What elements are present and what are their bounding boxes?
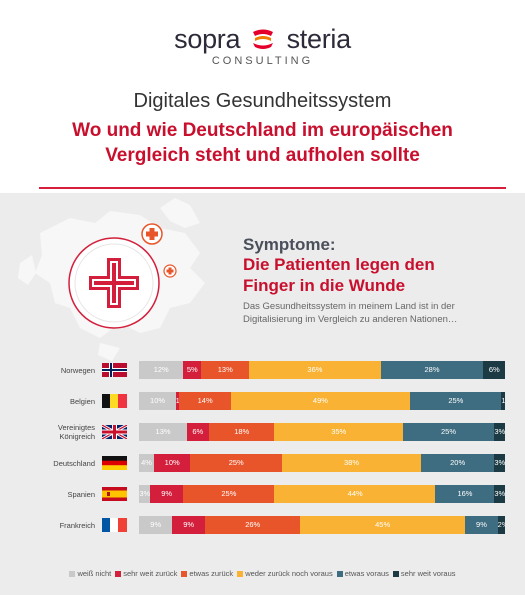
bar-segment: 35% <box>274 423 403 441</box>
legend-swatch <box>181 570 188 577</box>
legend-label: sehr weit zurück <box>123 569 178 578</box>
page-title: Digitales Gesundheitssystem <box>133 90 392 112</box>
infographic-panel: Symptome: Die Patienten legen den Finger… <box>0 193 525 595</box>
legend-item: sehr weit voraus <box>392 569 456 578</box>
logo-word-left: sopra <box>174 23 241 54</box>
bar-segment: 9% <box>139 516 173 534</box>
category-label: Deutschland <box>53 458 95 468</box>
bar-segment: 2% <box>497 516 506 534</box>
category-label: Norwegen <box>60 365 95 375</box>
bar-segment: 25% <box>190 454 283 472</box>
bar-segment: 44% <box>274 485 436 503</box>
bar-segment: 5% <box>182 361 202 379</box>
logo-subtitle: CONSULTING <box>211 54 314 67</box>
bar-segment: 3% <box>494 485 506 503</box>
bar-segment: 10% <box>139 392 177 410</box>
bar-belgien: 10%1%14%49%25%1% <box>139 392 506 410</box>
legend-swatch <box>69 570 76 577</box>
bar-segment: 49% <box>230 392 411 410</box>
bar-segment: 26% <box>204 516 301 534</box>
bar-segment: 20% <box>420 454 495 472</box>
bar-segment: 1% <box>501 392 506 410</box>
legend-item: weder zurück noch voraus <box>237 569 333 578</box>
legend-item: etwas voraus <box>336 569 389 578</box>
bar-segment: 10% <box>153 454 191 472</box>
legend-item: etwas zurück <box>181 569 233 578</box>
section-description: Das Gesundheitssystem in meinem Land ist… <box>243 300 513 326</box>
flag-france-icon <box>102 518 127 532</box>
page-subtitle-line2: Vergleich steht und aufholen sollte <box>105 145 420 166</box>
section-description-line1: Das Gesundheitssystem in meinem Land ist… <box>243 301 455 312</box>
bar-segment: 9% <box>171 516 206 534</box>
category-label: Spanien <box>67 489 95 499</box>
bar-deutschland: 4% 10% 25% 38% 20% 3% <box>139 454 506 472</box>
legend-item: weiß nicht <box>69 569 111 578</box>
legend-swatch <box>336 570 343 577</box>
bar-segment: 13% <box>139 423 188 441</box>
title-divider <box>39 187 506 189</box>
section-title: Symptome: <box>243 235 336 254</box>
chart-legend: weiß nicht sehr weit zurück etwas zurück we… <box>0 569 525 578</box>
bar-segment: 25% <box>409 392 502 410</box>
chart-row-norwegen: Norwegen 12% 5% 13% 36% 28% 6% <box>0 361 525 379</box>
bar-segment: 12% <box>139 361 184 379</box>
flag-belgium-icon <box>102 394 127 408</box>
page-subtitle-line1: Wo und wie Deutschland im europäischen <box>72 120 453 141</box>
bar-segment: 1% <box>175 392 180 410</box>
bar-spanien: 3% 9% 25% 44% 16% 3% <box>139 485 506 503</box>
flag-spain-icon <box>102 487 127 501</box>
section-subtitle-line1: Die Patienten legen den <box>243 255 435 274</box>
chart-row-spanien: Spanien 3% 9% 25% 44% 16% 3% <box>0 485 525 503</box>
bar-segment: 18% <box>208 423 275 441</box>
logo: sopra steria CONSULTING <box>0 22 525 67</box>
bar-segment: 25% <box>402 423 495 441</box>
bar-segment: 28% <box>380 361 484 379</box>
section-subtitle-line2: Finger in die Wunde <box>243 276 406 295</box>
bar-segment: 36% <box>248 361 382 379</box>
bar-segment: 3% <box>494 423 506 441</box>
bar-segment: 4% <box>139 454 155 472</box>
bar-vereinigtes-k-nigreich: 13% 6% 18% 35% 25% 3% <box>139 423 506 441</box>
category-label: Vereinigtes Königreich <box>57 423 95 441</box>
bar-segment: 13% <box>201 361 250 379</box>
bar-segment: 9% <box>464 516 499 534</box>
bar-segment: 6% <box>186 423 210 441</box>
page-subtitle: Wo und wie Deutschland im europäischen V… <box>0 118 525 168</box>
flag-germany-icon <box>102 456 127 470</box>
flag-uk-icon <box>102 425 127 439</box>
logo-word-right: steria <box>286 23 352 54</box>
bar-segment: 3% <box>494 454 506 472</box>
category-label: Belgien <box>69 396 95 406</box>
europe-map-icon <box>18 198 205 361</box>
legend-label: etwas zurück <box>189 569 234 578</box>
chart-row-deutschland: Deutschland 4% 10% 25% 38% 20% 3% <box>0 454 525 472</box>
legend-label: etwas voraus <box>344 569 389 578</box>
section-subtitle: Die Patienten legen den Finger in die Wu… <box>243 254 503 296</box>
legend-swatch <box>237 570 244 577</box>
category-label: Frankreich <box>59 520 95 530</box>
legend-swatch <box>392 570 399 577</box>
bar-segment: 14% <box>179 392 231 410</box>
legend-label: weiß nicht <box>77 569 112 578</box>
bar-segment: 6% <box>483 361 506 379</box>
bar-segment: 9% <box>149 485 184 503</box>
bar-segment: 16% <box>435 485 495 503</box>
legend-label: weder zurück noch voraus <box>245 569 333 578</box>
chart-row-vereinigtes-k-nigreich: Vereinigtes Königreich 13% 6% 18% 35% 25% 3% <box>0 423 525 441</box>
flag-norway-icon <box>102 363 127 377</box>
bar-segment: 25% <box>182 485 275 503</box>
section-description-line2: Digitalisierung im Vergleich zu anderen … <box>243 314 458 325</box>
bar-norwegen: 12% 5% 13% 36% 28% 6% <box>139 361 506 379</box>
bar-segment: 45% <box>300 516 466 534</box>
bar-segment: 38% <box>281 454 422 472</box>
stacked-bar-chart: Norwegen12%5%13%36%28%6%Belgien10%1%14%4… <box>0 361 525 541</box>
bar-frankreich: 9%9%26%45%9%2% <box>139 516 506 534</box>
bar-segment: 3% <box>139 485 151 503</box>
legend-swatch <box>115 570 122 577</box>
legend-label: sehr weit voraus <box>400 569 456 578</box>
legend-item: sehr weit zurück <box>115 569 177 578</box>
sopra-steria-mark-icon <box>253 29 274 49</box>
